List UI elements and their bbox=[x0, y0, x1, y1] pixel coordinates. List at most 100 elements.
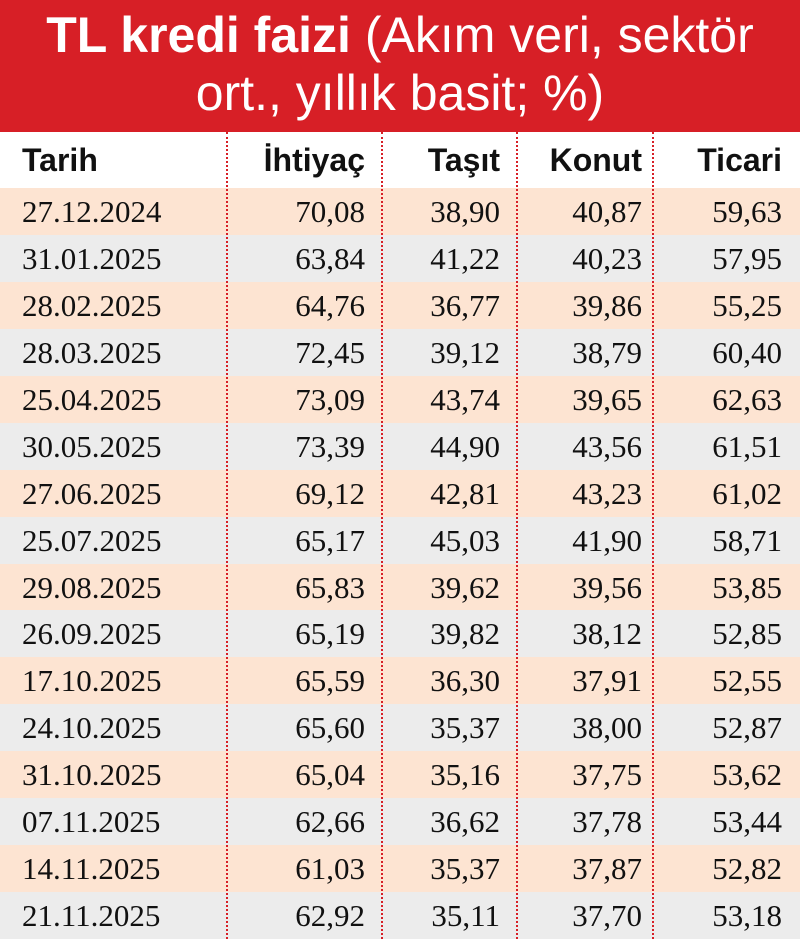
date-cell: 21.11.2025 bbox=[22, 898, 161, 934]
column-separator bbox=[226, 132, 228, 939]
rate-cell: 52,55 bbox=[712, 663, 782, 699]
table-row: 25.07.2025 65,17 45,03 41,90 58,71 bbox=[0, 516, 800, 564]
table-row: 28.02.2025 64,76 36,77 39,86 55,25 bbox=[0, 281, 800, 329]
date-cell: 31.10.2025 bbox=[22, 757, 162, 793]
rate-cell: 62,63 bbox=[712, 381, 782, 417]
table-row: 27.12.2024 70,08 38,90 40,87 59,63 bbox=[0, 188, 800, 235]
date-cell: 28.03.2025 bbox=[22, 334, 162, 370]
rate-cell: 36,62 bbox=[430, 804, 500, 840]
rate-cell: 73,09 bbox=[295, 381, 365, 417]
rate-cell: 53,85 bbox=[712, 569, 782, 605]
rate-cell: 38,00 bbox=[572, 710, 642, 746]
date-cell: 07.11.2025 bbox=[22, 804, 161, 840]
rate-cell: 62,92 bbox=[295, 898, 365, 934]
rate-cell: 38,79 bbox=[572, 334, 642, 370]
rate-cell: 37,87 bbox=[572, 851, 642, 887]
rate-cell: 52,82 bbox=[712, 851, 782, 887]
date-cell: 30.05.2025 bbox=[22, 428, 162, 464]
rate-cell: 39,65 bbox=[572, 381, 642, 417]
rate-cell: 38,12 bbox=[572, 616, 642, 652]
rate-cell: 40,87 bbox=[572, 194, 642, 229]
rate-cell: 70,08 bbox=[295, 194, 365, 229]
rate-cell: 69,12 bbox=[295, 475, 365, 511]
table-row: 21.11.2025 62,92 35,11 37,70 53,18 bbox=[0, 892, 800, 939]
rate-cell: 40,23 bbox=[572, 240, 642, 276]
table-row: 17.10.2025 65,59 36,30 37,91 52,55 bbox=[0, 657, 800, 705]
rate-cell: 65,83 bbox=[295, 569, 365, 605]
table-row: 25.04.2025 73,09 43,74 39,65 62,63 bbox=[0, 375, 800, 423]
subtitle: (Akım veri, sektör ort., yıllık basit; %… bbox=[195, 7, 754, 121]
date-cell: 27.12.2024 bbox=[22, 194, 162, 229]
rate-cell: 39,82 bbox=[430, 616, 500, 652]
rate-cell: 57,95 bbox=[712, 240, 782, 276]
table-row: 27.06.2025 69,12 42,81 43,23 61,02 bbox=[0, 469, 800, 517]
rate-cell: 35,16 bbox=[430, 757, 500, 793]
rate-cell: 39,56 bbox=[572, 569, 642, 605]
column-separator bbox=[652, 132, 654, 939]
rate-cell: 62,66 bbox=[295, 804, 365, 840]
rate-cell: 55,25 bbox=[712, 287, 782, 323]
rate-cell: 43,56 bbox=[572, 428, 642, 464]
date-cell: 26.09.2025 bbox=[22, 616, 162, 652]
column-header: Tarih bbox=[22, 142, 98, 178]
rate-cell: 65,19 bbox=[295, 616, 365, 652]
date-cell: 14.11.2025 bbox=[22, 851, 161, 887]
rate-cell: 44,90 bbox=[430, 428, 500, 464]
rate-cell: 35,11 bbox=[431, 898, 500, 934]
rate-cell: 60,40 bbox=[712, 334, 782, 370]
rate-cell: 35,37 bbox=[430, 710, 500, 746]
rate-cell: 52,87 bbox=[712, 710, 782, 746]
rate-cell: 36,30 bbox=[430, 663, 500, 699]
rate-cell: 38,90 bbox=[430, 194, 500, 229]
rate-cell: 42,81 bbox=[430, 475, 500, 511]
rate-cell: 37,70 bbox=[572, 898, 642, 934]
column-header: Ticari bbox=[697, 142, 782, 178]
table-row: 28.03.2025 72,45 39,12 38,79 60,40 bbox=[0, 328, 800, 376]
rate-cell: 36,77 bbox=[430, 287, 500, 323]
rate-cell: 65,59 bbox=[295, 663, 365, 699]
date-cell: 29.08.2025 bbox=[22, 569, 162, 605]
rate-cell: 61,02 bbox=[712, 475, 782, 511]
rate-cell: 65,04 bbox=[295, 757, 365, 793]
date-cell: 24.10.2025 bbox=[22, 710, 162, 746]
rate-cell: 61,03 bbox=[295, 851, 365, 887]
table: Tarih İhtiyaç Taşıt Konut Ticari 27.12.2024 70… bbox=[0, 132, 800, 939]
rate-cell: 73,39 bbox=[295, 428, 365, 464]
header-row: Tarih İhtiyaç Taşıt Konut Ticari bbox=[0, 132, 800, 188]
date-cell: 27.06.2025 bbox=[22, 475, 162, 511]
rate-cell: 37,78 bbox=[572, 804, 642, 840]
table-row: 29.08.2025 65,83 39,62 39,56 53,85 bbox=[0, 563, 800, 611]
date-cell: 25.04.2025 bbox=[22, 381, 162, 417]
table-row: 07.11.2025 62,66 36,62 37,78 53,44 bbox=[0, 798, 800, 846]
rate-cell: 52,85 bbox=[712, 616, 782, 652]
rate-cell: 58,71 bbox=[712, 522, 782, 558]
rate-cell: 64,76 bbox=[295, 287, 365, 323]
table-row: 26.09.2025 65,19 39,82 38,12 52,85 bbox=[0, 610, 800, 658]
rate-cell: 53,44 bbox=[712, 804, 782, 840]
date-cell: 28.02.2025 bbox=[22, 287, 162, 323]
rate-cell: 72,45 bbox=[295, 334, 365, 370]
rate-cell: 37,91 bbox=[572, 663, 642, 699]
rate-cell: 61,51 bbox=[712, 428, 782, 464]
table-row: 31.01.2025 63,84 41,22 40,23 57,95 bbox=[0, 234, 800, 282]
rate-cell: 45,03 bbox=[430, 522, 500, 558]
column-header: Konut bbox=[549, 142, 642, 178]
rate-cell: 39,62 bbox=[430, 569, 500, 605]
rate-cell: 41,22 bbox=[430, 240, 500, 276]
header: TL kredi faizi (Akım veri, sektör ort., … bbox=[0, 0, 800, 132]
date-cell: 25.07.2025 bbox=[22, 522, 162, 558]
column-header: İhtiyaç bbox=[263, 142, 365, 178]
date-cell: 31.01.2025 bbox=[22, 240, 162, 276]
rate-cell: 35,37 bbox=[430, 851, 500, 887]
rate-cell: 43,74 bbox=[430, 381, 500, 417]
rate-cell: 43,23 bbox=[572, 475, 642, 511]
column-separator bbox=[516, 132, 518, 939]
title: TL kredi faizi bbox=[46, 7, 351, 63]
rate-cell: 65,17 bbox=[295, 522, 365, 558]
column-separator bbox=[381, 132, 383, 939]
rate-cell: 39,12 bbox=[430, 334, 500, 370]
table-row: 24.10.2025 65,60 35,37 38,00 52,87 bbox=[0, 704, 800, 752]
table-row: 31.10.2025 65,04 35,16 37,75 53,62 bbox=[0, 751, 800, 799]
column-header: Taşıt bbox=[427, 142, 500, 178]
